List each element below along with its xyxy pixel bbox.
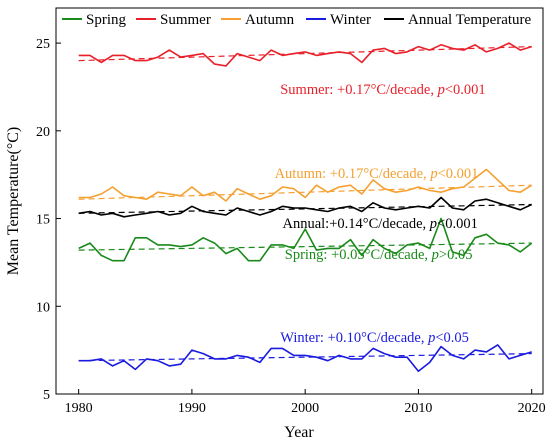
- spring-series-line: [78, 217, 533, 262]
- x-tick-label: 1980: [65, 401, 93, 416]
- x-tick-label: 2000: [291, 401, 319, 416]
- annual-temperature-trend-annotation: Annual:+0.14°C/decade, p<0.001: [283, 216, 478, 232]
- legend-label-summer: Summer: [160, 12, 211, 28]
- legend: Spring Summer Autumn Winter Annual Temperatu…: [62, 12, 532, 28]
- legend-label-autumn: Autumn: [245, 12, 295, 28]
- winter-series-line: [78, 344, 532, 373]
- y-tick-label: 15: [36, 213, 50, 228]
- y-tick-label: 10: [36, 300, 50, 315]
- legend-label-winter: Winter: [330, 12, 371, 28]
- annual-temperature-series-line: [78, 196, 533, 218]
- x-tick-label: 2010: [404, 401, 432, 416]
- autumn-trend-annotation: Autumn: +0.17°C/decade, p<0.001: [275, 166, 479, 182]
- x-axis-label: Year: [284, 424, 314, 441]
- spring-trend-line: [78, 242, 532, 251]
- spring-trend-annotation: Spring: +0.05°C/decade, p>0.05: [285, 247, 473, 263]
- y-tick-label: 25: [36, 37, 50, 52]
- x-tick-label: 2020: [518, 401, 546, 416]
- legend-label-annual-temperature: Annual Temperature: [408, 12, 532, 28]
- legend-label-spring: Spring: [86, 12, 127, 28]
- plot-area: [55, 7, 544, 395]
- winter-trend-annotation: Winter: +0.10°C/decade, p<0.05: [280, 330, 469, 346]
- trend-annotations: Summer: +0.17°C/decade, p<0.001 Autumn: +…: [275, 82, 486, 346]
- summer-series-line: [78, 42, 532, 67]
- x-tick-label: 1990: [178, 401, 206, 416]
- y-tick-label: 5: [43, 388, 50, 403]
- series-lines: [78, 42, 533, 373]
- autumn-series-line: [78, 168, 533, 202]
- y-axis-label: Mean Temperature(°C): [5, 127, 22, 275]
- axis-ticks: 1980 1990 2000 2010 2020 5 10 15 20 25: [36, 37, 546, 416]
- autumn-trend-line: [78, 184, 532, 200]
- summer-trend-annotation: Summer: +0.17°C/decade, p<0.001: [280, 82, 485, 98]
- y-tick-label: 20: [36, 125, 50, 140]
